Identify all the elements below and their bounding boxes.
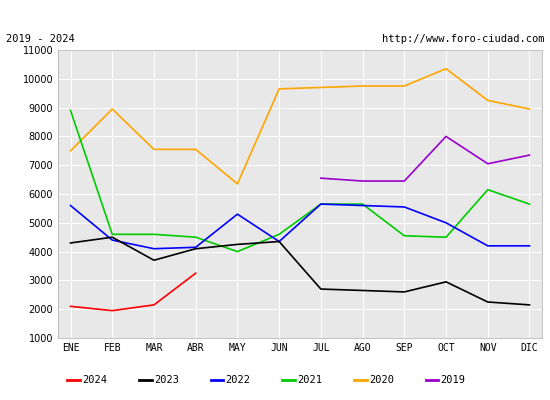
Text: 2019: 2019 <box>441 375 465 385</box>
Text: 2021: 2021 <box>297 375 322 385</box>
Text: http://www.foro-ciudad.com: http://www.foro-ciudad.com <box>382 34 544 44</box>
Text: 2022: 2022 <box>226 375 251 385</box>
Text: Evolucion Nº Turistas Nacionales en el municipio de Fogars de la Selva: Evolucion Nº Turistas Nacionales en el m… <box>67 7 483 20</box>
Text: 2019 - 2024: 2019 - 2024 <box>6 34 74 44</box>
Text: 2024: 2024 <box>82 375 107 385</box>
Text: 2023: 2023 <box>154 375 179 385</box>
Text: 2020: 2020 <box>369 375 394 385</box>
